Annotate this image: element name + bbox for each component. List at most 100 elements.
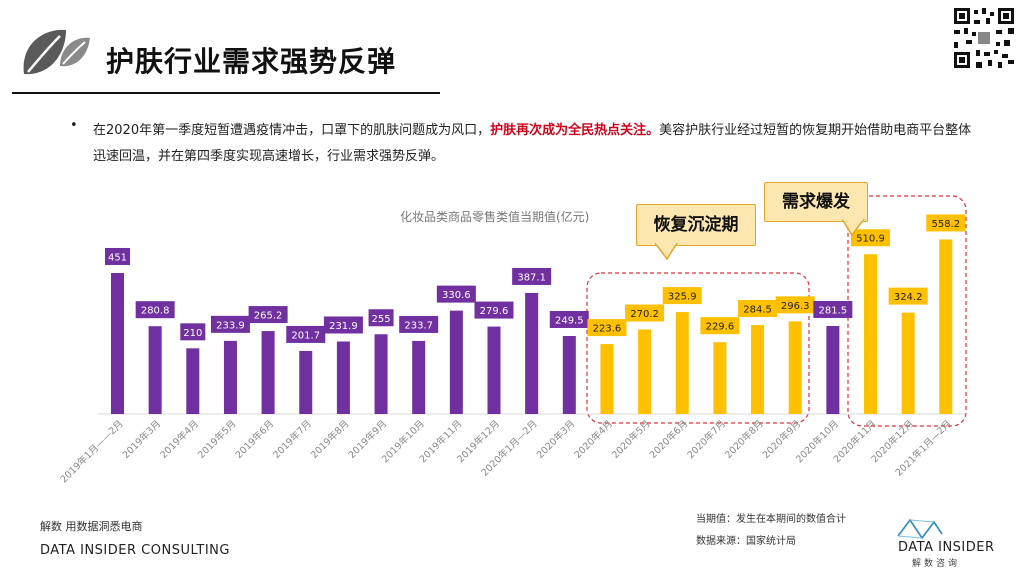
data-label-19: 281.5 (813, 300, 853, 318)
category-label-12: 2020年3月 (534, 418, 577, 461)
intro-paragraph: 在2020年第一季度短暂遭遇疫情冲击，口罩下的肌肤问题成为风口，护肤再次成为全民… (93, 118, 973, 170)
data-label-1: 280.8 (135, 301, 175, 319)
recovery-period-box (586, 272, 810, 424)
bar-22 (939, 239, 953, 414)
data-label-9: 330.6 (436, 285, 476, 303)
category-label-15: 2020年6月 (647, 418, 690, 461)
svg-text:325.9: 325.9 (668, 292, 697, 303)
bar-13 (600, 344, 614, 414)
data-label-11: 387.1 (512, 267, 552, 285)
source-slogan: 解数 用数据洞悉电商 (40, 520, 143, 533)
svg-text:265.2: 265.2 (254, 311, 283, 322)
data-label-15: 325.9 (662, 287, 702, 305)
bar-5 (299, 350, 313, 414)
category-label-14: 2020年5月 (609, 418, 652, 461)
svg-text:223.6: 223.6 (593, 324, 622, 335)
data-label-3: 233.9 (210, 315, 250, 333)
data-source-note: 数据来源：国家统计局 (696, 536, 796, 547)
burst-callout-pointer (842, 219, 865, 237)
bar-12 (562, 335, 576, 414)
data-label-8: 233.7 (399, 315, 439, 333)
category-label-2: 2019年4月 (158, 418, 201, 461)
category-label-16: 2020年7月 (685, 418, 728, 461)
bar-20 (864, 254, 877, 414)
bar-9 (449, 310, 463, 414)
title-underline (12, 92, 440, 94)
svg-text:284.5: 284.5 (743, 305, 772, 316)
chart-title: 化妆品类商品零售类值当期值(亿元) (400, 210, 590, 224)
svg-text:280.8: 280.8 (141, 306, 170, 317)
data-label-17: 284.5 (738, 300, 778, 318)
data-label-22: 558.2 (926, 214, 966, 232)
intro-highlight: 护肤再次成为全民热点关注。 (490, 123, 660, 138)
data-label-18: 296.3 (775, 296, 815, 314)
bar-10 (487, 326, 501, 414)
bar-18 (788, 321, 802, 414)
data-label-5: 201.7 (286, 325, 326, 343)
bar-6 (336, 341, 350, 414)
svg-text:249.5: 249.5 (555, 315, 584, 326)
bar-15 (675, 312, 689, 414)
data-label-20: 510.9 (851, 229, 890, 247)
svg-text:324.2: 324.2 (894, 292, 923, 303)
category-label-13: 2020年4月 (572, 418, 615, 461)
intro-text-part1: 在2020年第一季度短暂遭遇疫情冲击，口罩下的肌肤问题成为风口， (93, 123, 491, 138)
recovery-callout: 恢复沉淀期 (636, 204, 756, 246)
bar-11 (525, 292, 539, 414)
bar-21 (901, 312, 915, 414)
company-name: DATA INSIDER CONSULTING (40, 543, 230, 558)
bar-16 (713, 342, 727, 414)
bar-14 (638, 329, 652, 414)
bar-1 (148, 326, 162, 414)
bar-8 (412, 340, 426, 414)
brand-subtitle: 解数咨询 (912, 559, 961, 569)
data-label-13: 223.6 (587, 319, 627, 337)
bar-17 (751, 325, 765, 414)
svg-text:270.2: 270.2 (630, 309, 659, 320)
data-label-7: 255 (368, 309, 394, 327)
svg-text:296.3: 296.3 (781, 301, 810, 312)
category-label-4: 2019年6月 (233, 418, 276, 461)
category-label-1: 2019年3月 (120, 418, 163, 461)
svg-text:387.1: 387.1 (517, 272, 546, 283)
svg-text:510.9: 510.9 (856, 234, 885, 245)
category-label-17: 2020年8月 (722, 418, 765, 461)
intro-text-part2: 美容护肤行业经过短暂的恢复期开始借助电商平台整体迅速回温，并在第四季度实现高速增… (93, 123, 972, 164)
svg-text:330.6: 330.6 (442, 290, 471, 301)
svg-text:229.6: 229.6 (706, 322, 735, 333)
svg-text:233.7: 233.7 (404, 320, 433, 331)
data-label-0: 451 (105, 247, 130, 265)
brand-name: DATA INSIDER (898, 540, 995, 555)
category-label-5: 2019年7月 (271, 418, 314, 461)
bar-0 (111, 272, 124, 414)
page-title: 护肤行业需求强势反弹 (106, 45, 397, 78)
bar-4 (261, 331, 275, 414)
svg-text:210: 210 (183, 328, 202, 339)
category-label-0: 2019年1月——2月 (58, 418, 126, 486)
svg-text:451: 451 (108, 252, 127, 263)
svg-text:279.6: 279.6 (480, 306, 509, 317)
data-label-2: 210 (180, 323, 206, 341)
leaf-logo-icon (23, 29, 90, 75)
data-label-14: 270.2 (625, 304, 665, 322)
svg-text:255: 255 (372, 314, 391, 325)
definition-note: 当期值：发生在本期间的数值合计 (696, 514, 846, 525)
qr-code-icon (952, 6, 1016, 70)
data-label-16: 229.6 (700, 317, 740, 335)
data-label-21: 324.2 (888, 287, 928, 305)
category-label-6: 2019年8月 (308, 418, 351, 461)
recovery-callout-pointer (655, 243, 678, 261)
bullet-marker: • (70, 118, 78, 133)
svg-text:201.7: 201.7 (291, 330, 320, 341)
bar-7 (374, 334, 388, 414)
svg-text:558.2: 558.2 (931, 219, 960, 230)
data-label-12: 249.5 (549, 310, 589, 328)
bar-2 (186, 348, 200, 414)
data-label-4: 265.2 (248, 306, 288, 324)
bar-3 (223, 340, 237, 414)
data-insider-logo-icon (897, 518, 943, 540)
data-label-10: 279.6 (474, 301, 514, 319)
svg-text:231.9: 231.9 (329, 321, 358, 332)
data-label-6: 231.9 (323, 316, 363, 334)
